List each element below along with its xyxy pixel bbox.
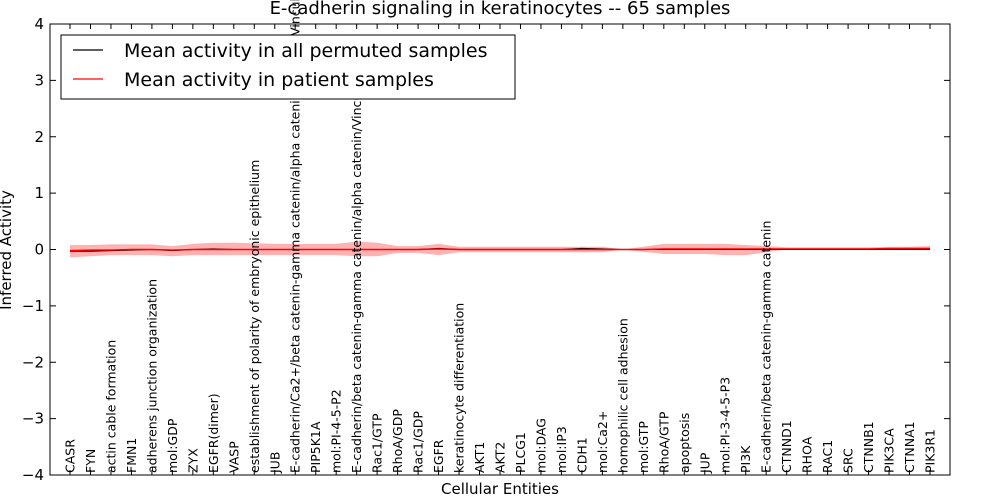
x-tick-label: mol:PI-3-4-5-P3 xyxy=(718,377,733,473)
x-tick-label: CTNNB1 xyxy=(861,421,876,473)
x-tick-label: JUB xyxy=(267,452,282,474)
x-tick-label: Rac1/GTP xyxy=(370,413,385,473)
x-tick-label: AKT2 xyxy=(493,442,508,473)
x-tick-label: E-cadherin/beta catenin-gamma catenin/al… xyxy=(349,78,364,473)
x-tick-label: actin cable formation xyxy=(104,340,119,473)
y-axis-label: Inferred Activity xyxy=(0,190,15,310)
x-tick-label: Rac1/GDP xyxy=(411,411,426,473)
x-tick-label: keratinocyte differentiation xyxy=(452,303,467,473)
y-tick-label: −2 xyxy=(22,353,44,371)
y-tick-label: −3 xyxy=(22,410,44,428)
x-tick-label: FYN xyxy=(83,449,98,473)
series-line-layer xyxy=(69,247,930,252)
x-tick-label: establishment of polarity of embryonic e… xyxy=(247,160,262,473)
x-tick-label: E-cadherin/Ca2+/beta catenin-gamma caten… xyxy=(288,0,303,473)
x-tick-label: CTNNA1 xyxy=(902,421,917,473)
x-tick-label: E-cadherin/beta catenin-gamma catenin xyxy=(759,221,774,473)
x-tick-label: PIK3R1 xyxy=(923,429,938,473)
x-tick-label: EGFR(dimer) xyxy=(206,393,221,473)
legend-label-permuted: Mean activity in all permuted samples xyxy=(124,40,487,62)
y-tick-layer: −4 −3 −2 −1 0 1 2 3 4 xyxy=(22,15,950,484)
y-tick-label: 2 xyxy=(34,128,44,146)
y-tick-label: 1 xyxy=(34,184,44,202)
x-tick-label: CASR xyxy=(63,439,78,473)
x-tick-label: mol:GDP xyxy=(165,418,180,473)
x-tick-label: mol:IP3 xyxy=(554,426,569,473)
y-tick-label: −4 xyxy=(22,466,44,484)
y-tick-label: 4 xyxy=(34,15,44,33)
x-tick-label: VASP xyxy=(226,441,241,473)
x-tick-label: PI3K xyxy=(738,445,753,473)
x-tick-label: mol:GTP xyxy=(636,421,651,473)
x-tick-label: ZYX xyxy=(185,448,200,473)
patient-mean-line xyxy=(69,247,930,252)
x-tick-label: RhoA/GDP xyxy=(390,409,405,473)
legend-label-patient: Mean activity in patient samples xyxy=(124,69,434,91)
x-tick-label: homophilic cell adhesion xyxy=(615,318,630,473)
x-tick-label: PLCG1 xyxy=(513,432,528,473)
x-tick-label: AKT1 xyxy=(472,442,487,473)
chart-title: E-cadherin signaling in keratinocytes --… xyxy=(270,0,731,19)
x-tick-label: JUP xyxy=(697,452,712,474)
x-tick-label: mol:PI-4-5-P2 xyxy=(329,389,344,473)
legend: Mean activity in all permuted samples Me… xyxy=(60,34,516,100)
y-tick-label: −1 xyxy=(22,297,44,315)
x-axis-label: Cellular Entities xyxy=(441,480,559,498)
x-tick-label: mol:DAG xyxy=(534,418,549,473)
x-tick-label: RhoA/GTP xyxy=(656,411,671,473)
y-tick-label: 3 xyxy=(34,71,44,89)
x-tick-label: EGFR xyxy=(431,439,446,473)
x-tick-label: apoptosis xyxy=(677,413,692,473)
x-tick-label: PIK3CA xyxy=(882,428,897,473)
x-tick-label: CTNND1 xyxy=(779,420,794,473)
x-tick-label: RHOA xyxy=(800,436,815,473)
x-tick-label: SRC xyxy=(841,448,856,473)
x-tick-label: PIP5K1A xyxy=(308,421,323,473)
x-tick-label: RAC1 xyxy=(820,440,835,473)
x-tick-layer: CASR FYN actin cable formation FMN1 adherens… xyxy=(63,0,938,475)
legend-box xyxy=(60,34,516,100)
y-tick-label: 0 xyxy=(34,241,44,259)
x-tick-label: CDH1 xyxy=(574,437,589,473)
x-tick-label: adherens junction organization xyxy=(144,279,159,473)
x-tick-label: FMN1 xyxy=(124,438,139,473)
x-tick-label: mol:Ca2+ xyxy=(595,411,610,473)
